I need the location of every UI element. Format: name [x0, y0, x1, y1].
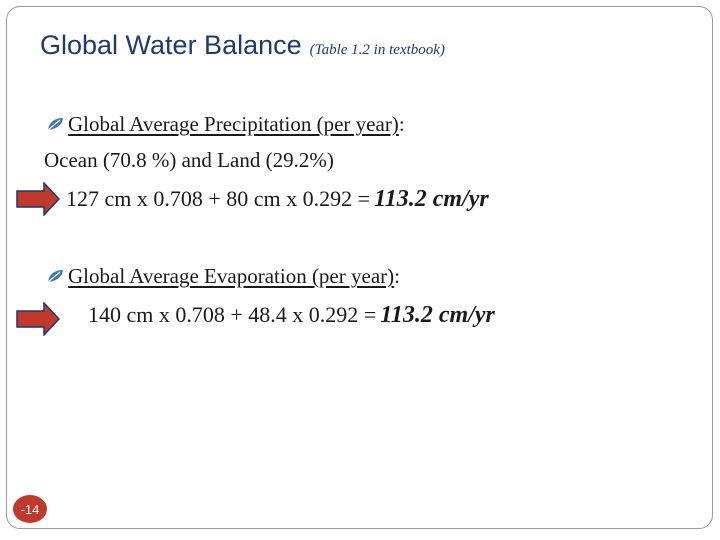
slide-title: Global Water Balance (Table 1.2 in textb… [40, 30, 445, 61]
precipitation-heading: Global Average Precipitation (per year) [68, 112, 399, 136]
title-main: Global Water Balance [40, 30, 302, 60]
page-number-badge: -14 [13, 495, 47, 523]
precipitation-heading-line: Global Average Precipitation (per year): [46, 112, 405, 137]
precipitation-colon: : [398, 112, 405, 136]
evaporation-heading-line: Global Average Evaporation (per year): [46, 264, 400, 289]
slide-frame [6, 6, 713, 529]
leaf-bullet-icon [47, 118, 63, 131]
precipitation-result: 113.2 cm/yr [374, 186, 489, 212]
evaporation-equation: 140 cm x 0.708 + 48.4 x 0.292 = [88, 302, 377, 327]
evaporation-equation-line: 140 cm x 0.708 + 48.4 x 0.292 = 113.2 cm… [88, 302, 495, 329]
ocean-land-fractions: Ocean (70.8 %) and Land (29.2%) [44, 148, 334, 172]
precipitation-equation-line: 127 cm x 0.708 + 80 cm x 0.292 = 113.2 c… [66, 186, 489, 213]
precipitation-equation: 127 cm x 0.708 + 80 cm x 0.292 = [66, 186, 371, 211]
right-arrow-icon [16, 302, 60, 336]
evaporation-result: 113.2 cm/yr [380, 302, 495, 328]
evaporation-colon: : [394, 264, 400, 288]
title-note: (Table 1.2 in textbook) [309, 42, 445, 58]
leaf-bullet-icon [47, 270, 63, 283]
evaporation-heading: Global Average Evaporation (per year) [68, 264, 395, 288]
right-arrow-icon [16, 182, 60, 216]
